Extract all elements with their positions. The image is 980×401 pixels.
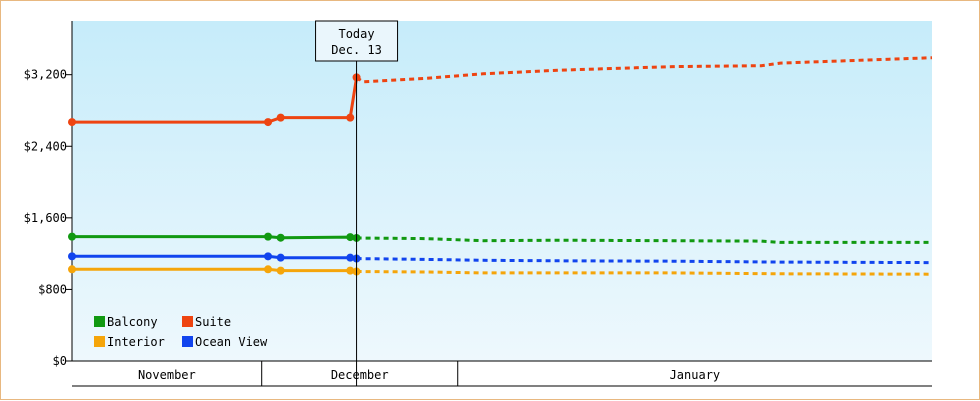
legend-label-balcony: Balcony — [107, 315, 158, 329]
data-point-suite — [346, 113, 355, 122]
legend-swatch-suite — [182, 316, 193, 327]
month-label: November — [138, 368, 196, 382]
legend-swatch-balcony — [94, 316, 105, 327]
data-point-balcony — [276, 233, 285, 242]
series-actual-balcony — [72, 235, 357, 240]
today-date: Dec. 13 — [331, 43, 382, 57]
plot-area — [72, 21, 932, 361]
data-point-balcony — [68, 232, 76, 241]
y-tick-label: $3,200 — [24, 68, 67, 82]
y-tick-label: $2,400 — [24, 139, 67, 153]
data-point-ocean-view — [264, 252, 273, 261]
data-point-suite — [68, 118, 76, 127]
legend-swatch-interior — [94, 336, 105, 347]
legend-swatch-ocean-view — [182, 336, 193, 347]
data-point-interior — [264, 265, 273, 274]
legend-label-interior: Interior — [107, 335, 165, 349]
y-tick-label: $800 — [38, 282, 67, 296]
data-point-balcony — [264, 232, 273, 241]
series-forecast-ocean-view — [356, 257, 933, 265]
month-label: January — [670, 368, 721, 382]
data-point-ocean-view — [68, 252, 76, 261]
data-point-interior — [346, 266, 355, 275]
series-forecast-suite — [355, 56, 933, 84]
month-label: December — [331, 368, 389, 382]
y-tick-label: $0 — [53, 354, 67, 368]
today-label: Today — [338, 27, 374, 41]
today-box — [315, 20, 399, 62]
data-point-suite — [276, 113, 285, 122]
series-forecast-interior — [356, 270, 933, 276]
data-point-ocean-view — [346, 253, 355, 262]
data-point-interior — [68, 265, 76, 274]
legend-label-ocean-view: Ocean View — [195, 335, 268, 349]
y-tick-label: $1,600 — [24, 211, 67, 225]
data-point-ocean-view — [276, 253, 285, 262]
legend-label-suite: Suite — [195, 315, 231, 329]
data-point-interior — [276, 266, 285, 275]
data-point-balcony — [346, 233, 355, 242]
data-point-suite — [264, 118, 273, 127]
